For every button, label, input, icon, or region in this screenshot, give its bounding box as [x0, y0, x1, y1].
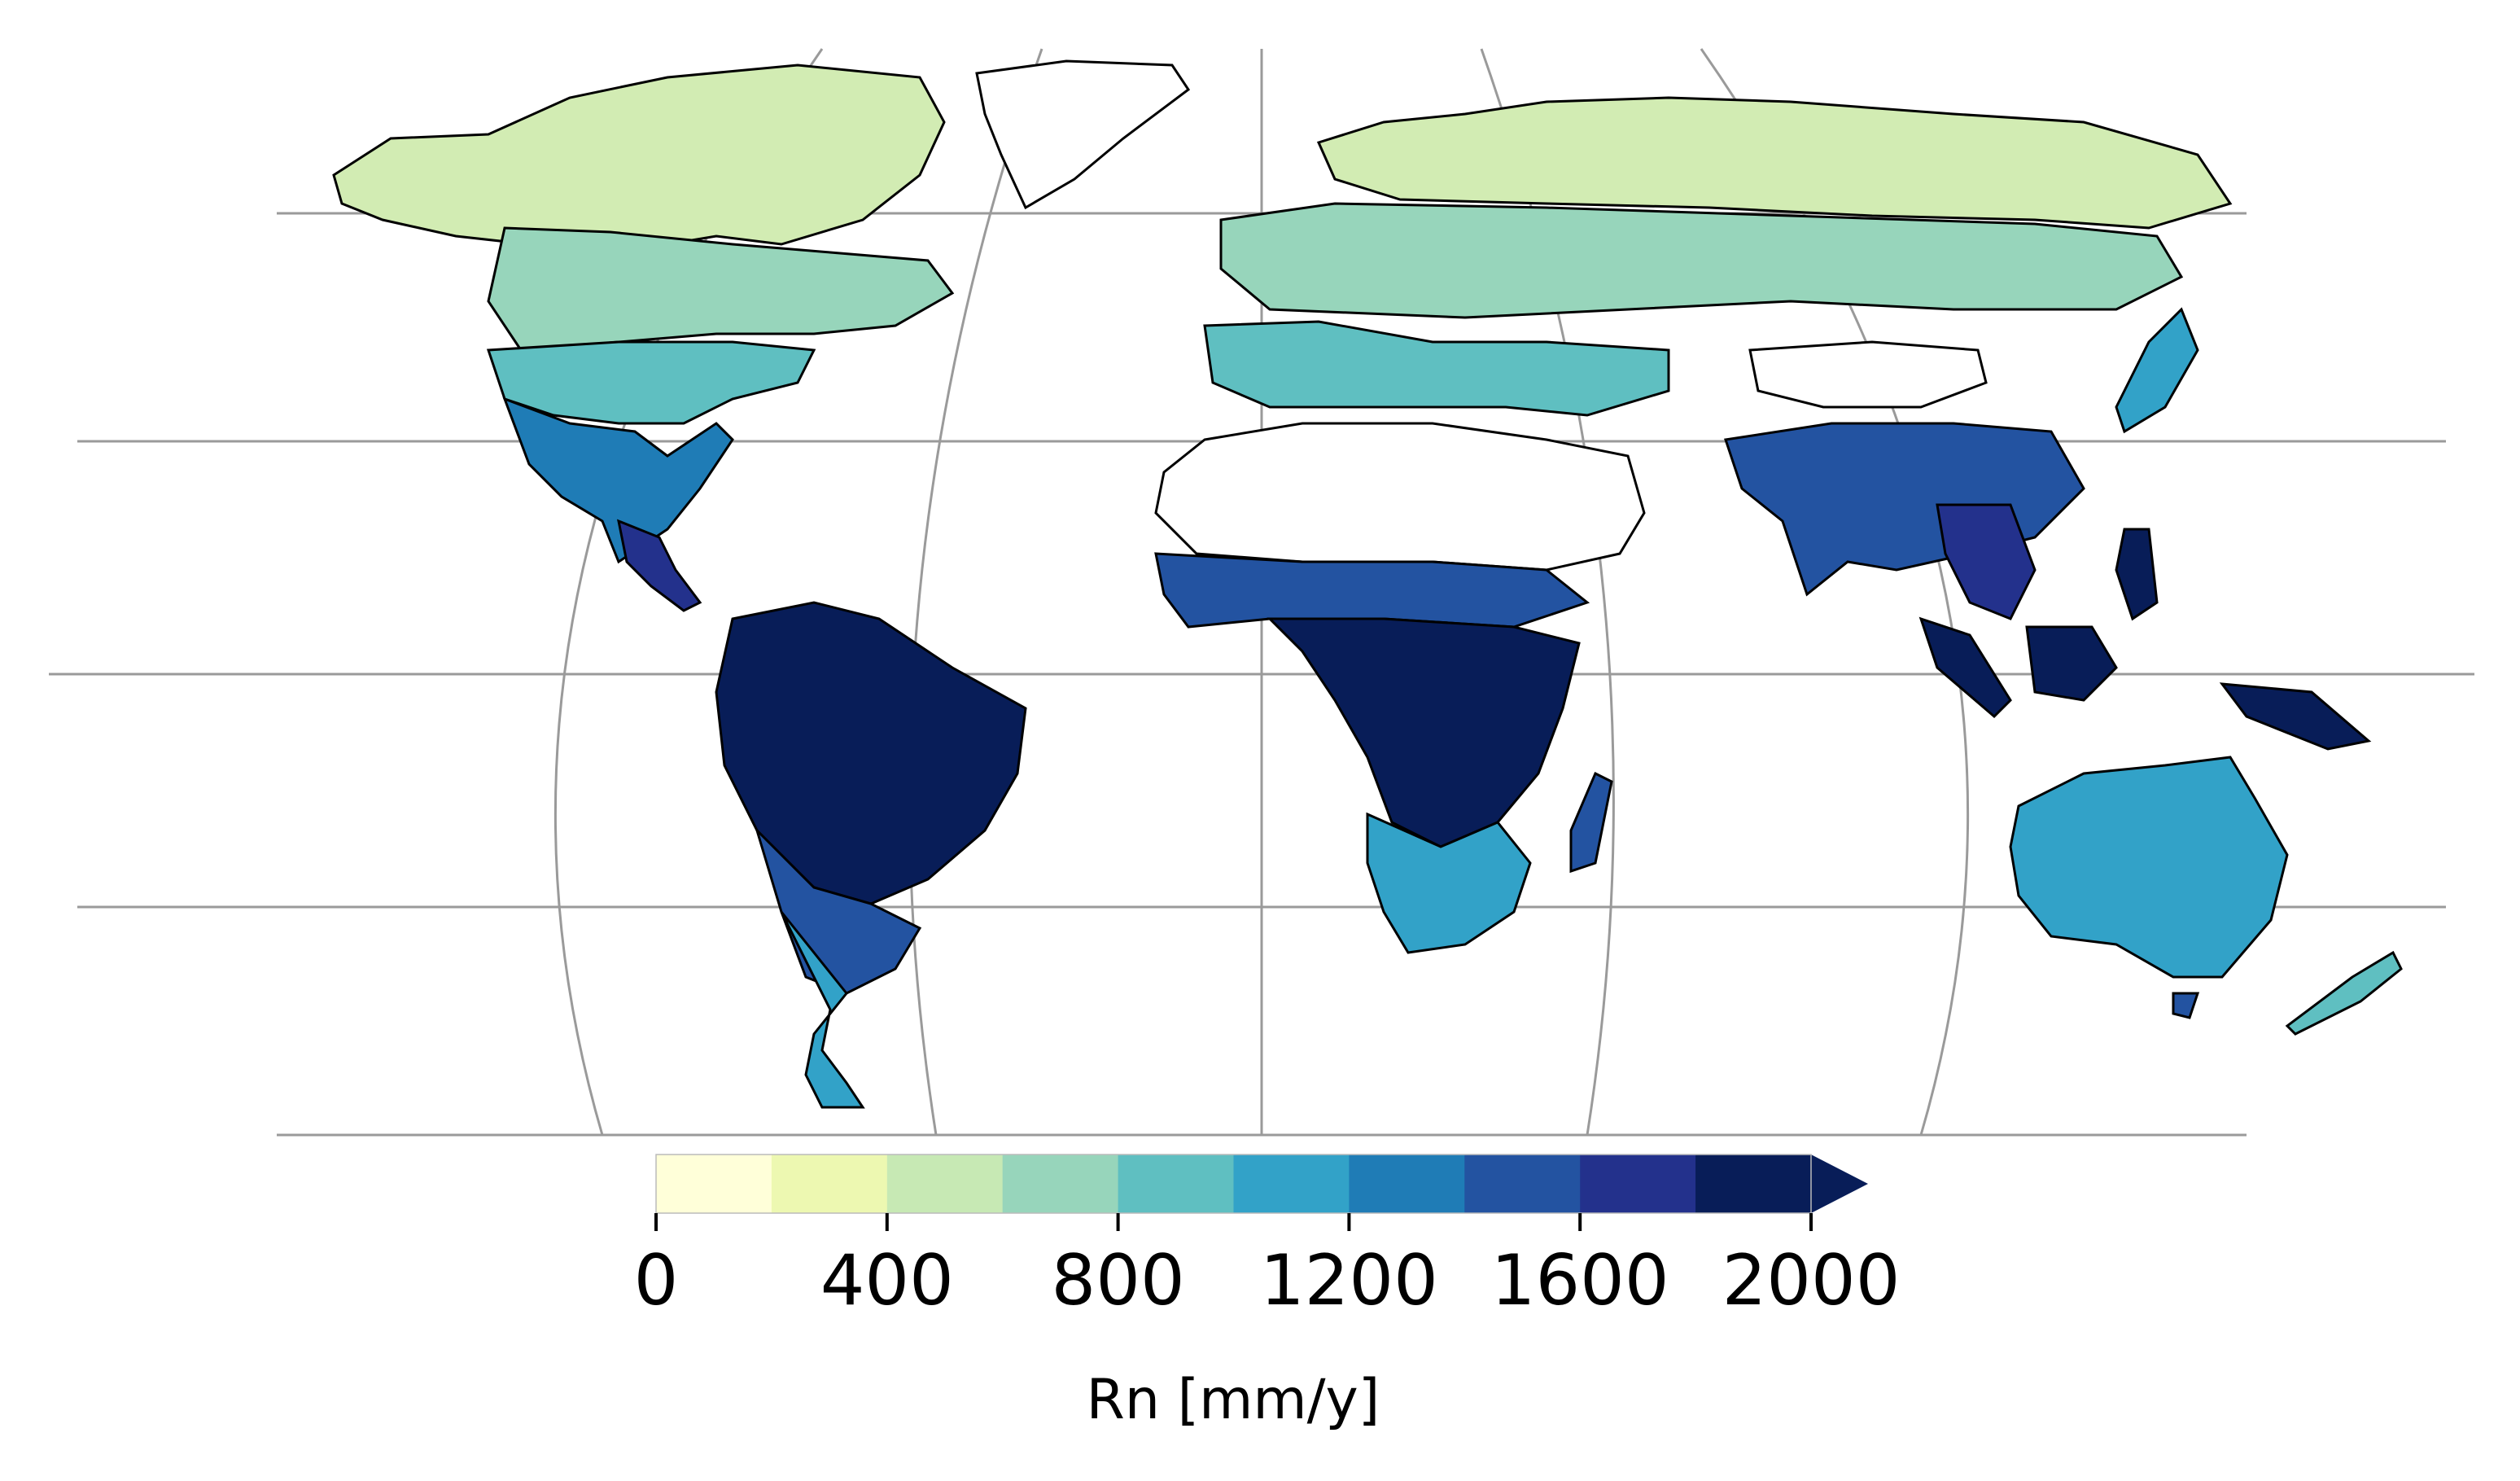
eurasia-mid [1219, 202, 2184, 319]
land-masses [332, 59, 2403, 1109]
colorbar-tick-label: 400 [820, 1240, 954, 1321]
colorbar-tick-label: 0 [634, 1240, 679, 1321]
colorbar-outline [655, 1154, 1812, 1214]
japan [2115, 307, 2199, 434]
colorbar-swatch [1233, 1155, 1350, 1213]
tasmania [2172, 992, 2200, 1019]
colorbar-swatch [1695, 1155, 1812, 1213]
colorbar-ticks: 0 400 800 1200 1600 2000 [634, 1213, 1901, 1321]
tibet-gobi [1748, 340, 1988, 409]
sa-middle [755, 829, 922, 995]
sahara [1154, 422, 1646, 572]
southern-africa [1366, 812, 1532, 954]
colorbar-swatch [1118, 1155, 1234, 1213]
colorbar: 0 400 800 1200 1600 2000 Rn [mm/y] [634, 1154, 1901, 1432]
eurasia-north [1316, 96, 2233, 230]
amazon [715, 601, 1027, 905]
na-temperate [487, 226, 955, 352]
colorbar-swatch [771, 1155, 888, 1213]
greenland [975, 59, 1191, 210]
colorbar-tick-label: 2000 [1722, 1240, 1901, 1321]
se-asia [1936, 503, 2037, 620]
colorbar-label: Rn [mm/y] [1087, 1368, 1380, 1432]
colorbar-swatch [1580, 1155, 1696, 1213]
australia-main [2009, 756, 2289, 979]
north-america [332, 59, 1191, 612]
australia [2009, 756, 2403, 1036]
colorbar-swatches [655, 1154, 1868, 1214]
madagascar [1569, 771, 1613, 874]
colorbar-swatch [1002, 1155, 1119, 1213]
colorbar-tick-label: 800 [1052, 1240, 1185, 1321]
south-america [715, 601, 1027, 1109]
eurasia [1203, 96, 2233, 620]
colorbar-swatch [656, 1155, 772, 1213]
colorbar-swatch [1349, 1155, 1465, 1213]
sumatra [1918, 616, 2012, 719]
central-america [616, 519, 702, 612]
sa-south [780, 911, 865, 1109]
na-arctic [332, 64, 946, 246]
colorbar-tick-label: 1600 [1491, 1240, 1669, 1321]
na-mexico [502, 397, 734, 564]
europe-south [1203, 320, 1670, 417]
borneo [2025, 625, 2118, 702]
colorbar-extend-arrow [1811, 1155, 1868, 1213]
new-zealand [2285, 950, 2403, 1036]
meridian-w1 [908, 48, 1043, 1136]
congo [1267, 617, 1581, 848]
na-south [486, 340, 816, 425]
new-guinea [2219, 682, 2372, 751]
philippines [2115, 528, 2159, 621]
maritime-se-asia [1918, 528, 2372, 751]
colorbar-swatch [886, 1155, 1004, 1213]
colorbar-tick-label: 1200 [1260, 1240, 1438, 1321]
colorbar-swatch [1464, 1155, 1581, 1213]
africa [1154, 422, 1646, 954]
